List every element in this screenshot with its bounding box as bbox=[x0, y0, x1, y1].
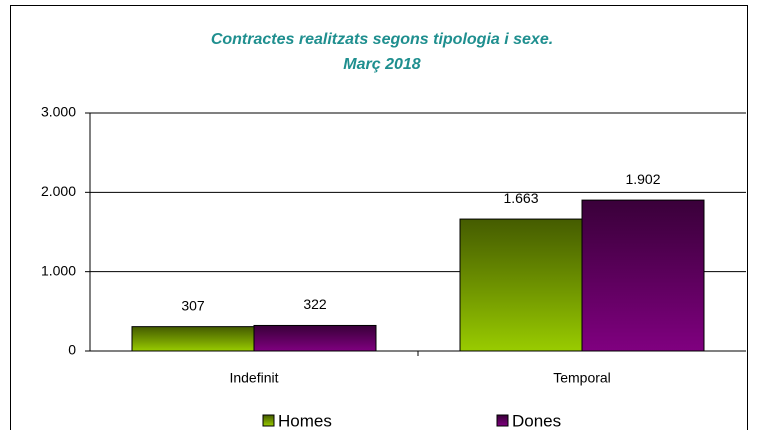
y-tick-label: 3.000 bbox=[41, 104, 76, 120]
legend-swatch bbox=[262, 414, 275, 427]
y-tick-label: 1.000 bbox=[41, 262, 76, 278]
bar bbox=[581, 199, 705, 352]
bar bbox=[253, 324, 377, 352]
data-label: 1.902 bbox=[625, 171, 660, 187]
x-tick-label: Temporal bbox=[553, 370, 611, 386]
data-label: 1.663 bbox=[503, 190, 538, 206]
chart-subtitle: Març 2018 bbox=[343, 56, 420, 73]
data-label: 307 bbox=[181, 297, 205, 313]
bar bbox=[459, 218, 583, 352]
legend-swatch bbox=[496, 414, 509, 427]
y-tick-label: 2.000 bbox=[41, 183, 76, 199]
bar bbox=[131, 326, 255, 352]
chart-title: Contractes realitzats segons tipologia i… bbox=[211, 31, 553, 48]
legend-label: Homes bbox=[278, 411, 332, 430]
y-tick-label: 0 bbox=[68, 342, 76, 358]
legend-label: Dones bbox=[512, 411, 561, 430]
data-label: 322 bbox=[303, 296, 327, 312]
x-tick-label: Indefinit bbox=[229, 370, 278, 386]
